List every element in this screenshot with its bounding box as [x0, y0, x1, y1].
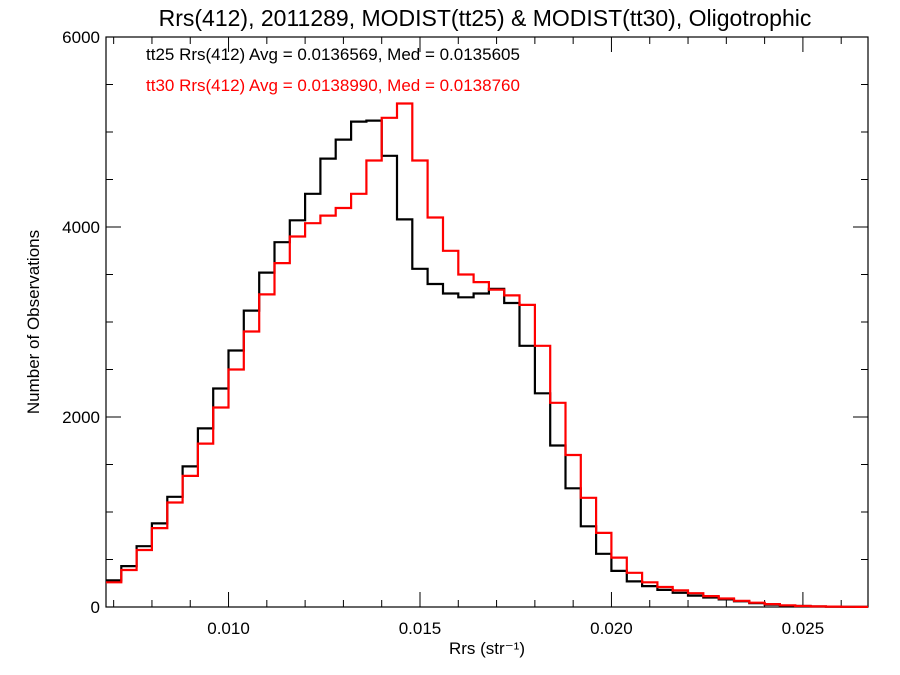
- y-tick-label: 2000: [62, 408, 100, 427]
- legend-entry-tt30: tt30 Rrs(412) Avg = 0.0138990, Med = 0.0…: [146, 76, 520, 95]
- legend: tt25 Rrs(412) Avg = 0.0136569, Med = 0.0…: [146, 45, 520, 95]
- chart-title: Rrs(412), 2011289, MODIST(tt25) & MODIST…: [159, 5, 812, 31]
- x-tick-label: 0.020: [590, 619, 633, 638]
- x-tick-label: 0.025: [782, 619, 825, 638]
- x-axis-label: Rrs (str⁻¹): [449, 639, 525, 658]
- plot-area: 0.010 0.015 0.020 0.025 0 2000 4000 6000: [62, 28, 869, 638]
- series-line-tt30: [106, 102, 868, 608]
- y-tick-label: 0: [91, 598, 100, 617]
- series-group: [106, 102, 868, 608]
- y-tick-label: 6000: [62, 28, 100, 47]
- y-axis-ticks: 0 2000 4000 6000: [62, 28, 868, 617]
- x-tick-label: 0.015: [399, 619, 442, 638]
- plot-frame: [105, 36, 869, 608]
- y-axis-label: Number of Observations: [24, 230, 43, 414]
- x-axis-ticks: 0.010 0.015 0.020 0.025: [113, 37, 842, 638]
- series-line-tt25: [106, 119, 868, 608]
- legend-entry-tt25: tt25 Rrs(412) Avg = 0.0136569, Med = 0.0…: [146, 45, 520, 64]
- x-tick-label: 0.010: [207, 619, 250, 638]
- y-tick-label: 4000: [62, 218, 100, 237]
